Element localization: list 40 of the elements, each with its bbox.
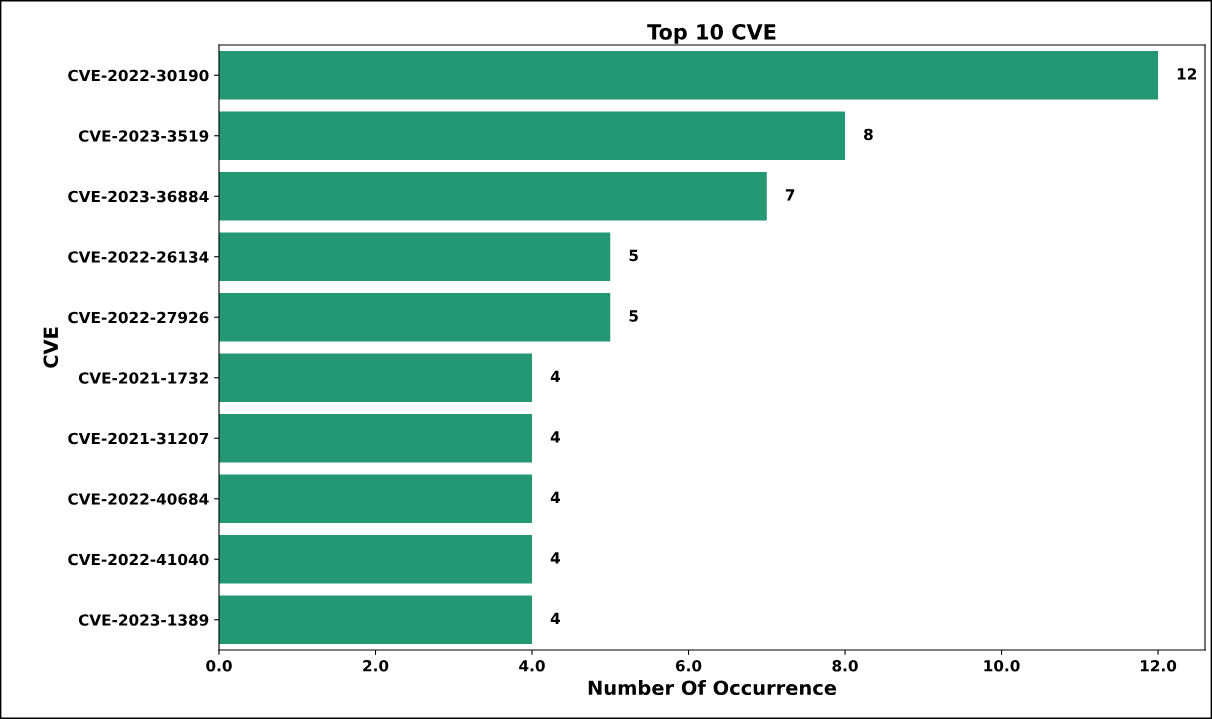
bar [219,535,533,584]
data-label: 12 [1177,68,1197,80]
y-tick-label: CVE-2022-30190 [68,69,209,82]
bar [219,595,533,644]
y-tick-label: CVE-2023-36884 [68,190,209,203]
x-tick-label: 10.0 [984,659,1020,672]
y-axis-title: CVE [43,327,59,368]
bar [219,474,533,523]
bar [219,293,611,342]
bar [219,232,611,281]
x-axis-title: Number Of Occurrence [588,680,837,696]
x-tick-label: 12.0 [1140,659,1177,672]
data-label: 7 [785,189,795,201]
x-tick-label: 0.0 [206,659,232,672]
x-tick-label: 6.0 [675,659,702,672]
y-tick-label: CVE-2023-3519 [78,130,209,142]
y-tick-label: CVE-2022-27926 [68,311,209,324]
x-tick-label: 4.0 [519,659,545,672]
data-label: 4 [550,370,560,382]
bar [219,414,533,463]
y-tick-label: CVE-2021-1732 [78,372,208,384]
bar [219,111,846,160]
data-label: 4 [550,491,560,503]
y-tick-label: CVE-2022-41040 [68,553,209,566]
bar [219,353,533,402]
data-label: 5 [629,249,638,262]
y-tick-label: CVE-2022-40684 [68,493,209,505]
chart-title: Top 10 CVE [647,23,776,44]
data-label: 8 [864,128,873,141]
data-label: 4 [550,431,560,443]
y-tick-label: CVE-2022-26134 [68,251,209,263]
data-label: 5 [629,310,638,322]
bar [219,51,1159,100]
data-label: 4 [550,552,560,564]
bar [219,172,767,221]
y-tick-label: CVE-2021-31207 [68,432,209,445]
y-tick-label: CVE-2023-1389 [78,614,209,626]
x-tick-label: 8.0 [832,659,858,672]
data-label: 4 [550,612,560,624]
x-tick-label: 2.0 [363,659,389,672]
